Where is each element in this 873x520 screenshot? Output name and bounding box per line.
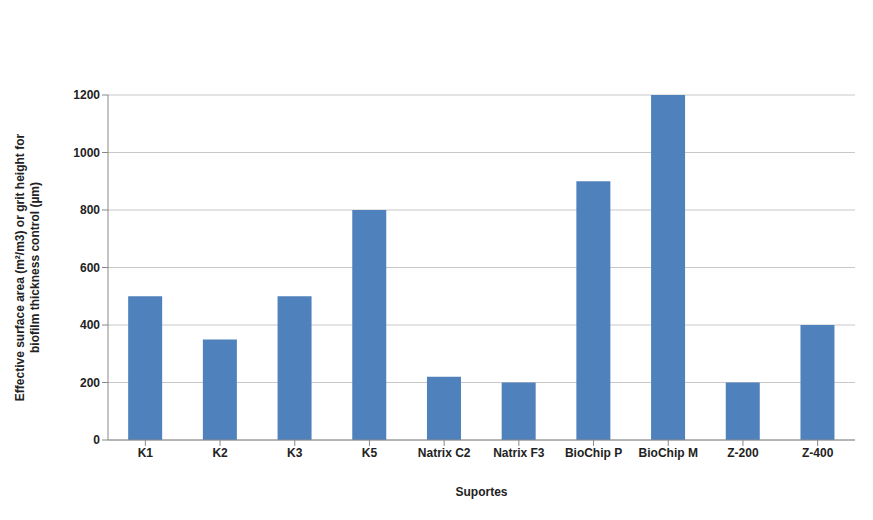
svg-text:800: 800 bbox=[80, 203, 100, 217]
svg-text:Z-200: Z-200 bbox=[727, 446, 759, 460]
svg-text:Suportes: Suportes bbox=[455, 485, 507, 499]
svg-text:1200: 1200 bbox=[73, 88, 100, 102]
svg-text:BioChip P: BioChip P bbox=[565, 446, 622, 460]
svg-text:200: 200 bbox=[80, 376, 100, 390]
svg-text:Natrix C2: Natrix C2 bbox=[418, 446, 471, 460]
svg-text:K2: K2 bbox=[212, 446, 228, 460]
svg-text:Z-400: Z-400 bbox=[802, 446, 834, 460]
svg-text:BioChip M: BioChip M bbox=[639, 446, 698, 460]
svg-text:Natrix F3: Natrix F3 bbox=[493, 446, 545, 460]
svg-text:1000: 1000 bbox=[73, 146, 100, 160]
svg-text:400: 400 bbox=[80, 318, 100, 332]
svg-text:600: 600 bbox=[80, 261, 100, 275]
svg-text:K3: K3 bbox=[287, 446, 303, 460]
svg-text:0: 0 bbox=[93, 433, 100, 447]
svg-text:K5: K5 bbox=[362, 446, 378, 460]
svg-text:Effective surface area (m²/m3): Effective surface area (m²/m3) or grit h… bbox=[13, 133, 42, 401]
svg-text:K1: K1 bbox=[138, 446, 154, 460]
